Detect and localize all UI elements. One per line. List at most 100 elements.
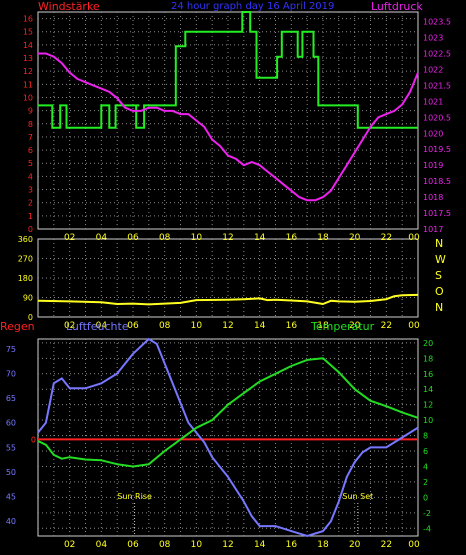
pressure-axis-tick: 1020.5 [423, 113, 451, 122]
x-tick-label-top: 12 [222, 233, 233, 243]
pressure-axis-tick: 1023 [423, 34, 443, 43]
humidity-axis-tick: 65 [6, 394, 16, 403]
pressure-line [38, 52, 419, 202]
direction-axis-tick: 360 [18, 235, 33, 244]
wind-axis-tick: 16 [23, 15, 33, 24]
x-tick-label-top: 20 [349, 233, 361, 243]
x-tick-label-bottom: 16 [286, 540, 298, 550]
wind-axis-tick: 1 [28, 212, 33, 221]
x-tick-label-top: 02 [64, 233, 75, 243]
wind-axis-tick: 4 [28, 172, 33, 181]
bottom-panel-frame [37, 338, 419, 537]
wind-axis-tick: 8 [28, 120, 33, 129]
pressure-axis-tick: 1017 [423, 225, 443, 234]
temperature-axis-tick: 16 [423, 370, 433, 379]
pressure-axis-tick: 1021.5 [423, 81, 451, 90]
wind-axis-tick: 2 [28, 199, 33, 208]
x-tick-label-bottom: 10 [191, 540, 203, 550]
sunset-label: Sun Set [342, 492, 373, 501]
x-tick-label-top: 18 [317, 233, 329, 243]
temperature-line [37, 357, 419, 468]
humidity-axis-tick: 60 [6, 419, 16, 428]
x-tick-label-middle: 02 [64, 321, 75, 331]
compass-letter: S [435, 269, 442, 282]
x-tick-label-bottom: 12 [222, 540, 233, 550]
wind-axis-tick: 5 [28, 159, 33, 168]
pressure-axis-tick: 1020 [423, 129, 443, 138]
x-tick-label-bottom: 22 [381, 540, 392, 550]
x-tick-label-top: 04 [96, 233, 108, 243]
pressure-axis-tick: 1019 [423, 161, 443, 170]
x-tick-label-middle: 22 [381, 321, 392, 331]
wind-title: Windstärke [38, 0, 100, 13]
x-tick-label-middle: 20 [349, 321, 361, 331]
x-tick-label-middle: 18 [317, 321, 329, 331]
temperature-axis-tick: 10 [423, 416, 433, 425]
rain-title: Regen [0, 320, 35, 333]
humidity-line [37, 337, 419, 538]
x-tick-label-bottom: 00 [408, 540, 420, 550]
direction-axis-tick: 0 [28, 313, 33, 322]
wind-axis-tick: 9 [28, 107, 33, 116]
wind-axis-tick: 6 [28, 146, 33, 155]
humidity-axis-tick: 40 [6, 517, 16, 526]
x-tick-label-middle: 00 [408, 321, 420, 331]
wind-axis-tick: 15 [23, 28, 33, 37]
x-tick-label-bottom: 02 [64, 540, 75, 550]
wind-axis-tick: 13 [23, 54, 33, 63]
x-tick-label-top: 00 [408, 233, 420, 243]
pressure-axis-tick: 1022 [423, 65, 443, 74]
temperature-axis-tick: 14 [423, 385, 433, 394]
x-tick-label-middle: 08 [159, 321, 171, 331]
wind-axis-tick: 7 [28, 133, 33, 142]
direction-axis-tick: 90 [23, 294, 33, 303]
x-tick-label-top: 14 [254, 233, 266, 243]
temperature-axis-tick: 0 [423, 493, 428, 502]
temperature-axis-tick: 20 [423, 339, 433, 348]
temperature-axis-tick: 4 [423, 462, 428, 471]
humidity-title: Luftfeuchte [66, 320, 129, 333]
x-tick-label-top: 22 [381, 233, 392, 243]
pressure-title: Luftdruck [371, 0, 423, 13]
x-tick-label-top: 08 [159, 233, 171, 243]
direction-axis-tick: 270 [18, 255, 33, 264]
compass-letter: O [435, 285, 444, 298]
sunrise-label: Sun Rise [117, 492, 152, 501]
x-tick-label-bottom: 04 [96, 540, 108, 550]
wind-axis-tick: 3 [28, 186, 33, 195]
wind-axis-tick: 14 [23, 41, 33, 50]
x-tick-label-bottom: 08 [159, 540, 171, 550]
x-tick-label-bottom: 20 [349, 540, 361, 550]
humidity-axis-tick: 50 [6, 468, 16, 477]
wind-axis-tick: 12 [23, 67, 33, 76]
temperature-axis-tick: 12 [423, 401, 433, 410]
x-tick-label-top: 16 [286, 233, 298, 243]
temperature-title: Temperatur [310, 320, 375, 333]
x-tick-label-middle: 10 [191, 321, 203, 331]
x-tick-label-top: 10 [191, 233, 203, 243]
pressure-axis-tick: 1018.5 [423, 177, 451, 186]
temperature-axis-tick: 8 [423, 432, 428, 441]
compass-letter: N [435, 301, 443, 314]
pressure-axis-tick: 1019.5 [423, 145, 451, 154]
temperature-axis-tick: -2 [423, 509, 431, 518]
temperature-axis-tick: 2 [423, 478, 428, 487]
x-tick-label-middle: 06 [127, 321, 139, 331]
direction-axis-tick: 180 [18, 274, 33, 283]
wind-axis-tick: 10 [23, 93, 33, 102]
rain-axis-tick: 0 [31, 435, 36, 444]
x-tick-label-middle: 12 [222, 321, 233, 331]
pressure-axis-tick: 1018 [423, 193, 443, 202]
pressure-axis-tick: 1021 [423, 97, 443, 106]
x-tick-label-middle: 04 [96, 321, 108, 331]
humidity-axis-tick: 55 [6, 443, 16, 452]
humidity-axis-tick: 70 [6, 369, 16, 378]
temperature-axis-tick: -4 [423, 524, 431, 533]
temperature-axis-tick: 6 [423, 447, 428, 456]
pressure-axis-tick: 1017.5 [423, 209, 451, 218]
x-tick-label-bottom: 14 [254, 540, 266, 550]
x-tick-label-top: 06 [127, 233, 139, 243]
x-tick-label-bottom: 06 [127, 540, 139, 550]
pressure-axis-tick: 1023.5 [423, 18, 451, 27]
